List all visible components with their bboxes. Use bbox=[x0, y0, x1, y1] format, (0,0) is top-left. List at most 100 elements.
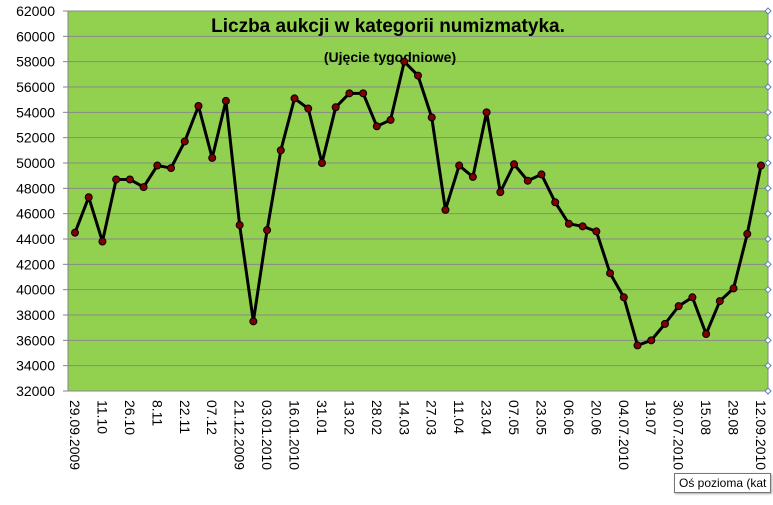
point bbox=[551, 198, 560, 207]
axis-handle bbox=[764, 57, 772, 66]
x-tick-label: 20.06 bbox=[588, 400, 604, 435]
point bbox=[372, 122, 381, 131]
point bbox=[208, 153, 217, 162]
point bbox=[263, 226, 272, 235]
axis-handle bbox=[764, 7, 772, 15]
axis-handle bbox=[764, 285, 772, 294]
y-tick-label: 48000 bbox=[16, 180, 55, 196]
x-tick-label: 06.06 bbox=[561, 400, 577, 435]
point bbox=[578, 222, 587, 231]
y-tick-label: 54000 bbox=[16, 104, 55, 120]
point bbox=[290, 94, 299, 103]
point bbox=[304, 104, 313, 113]
axis-handle bbox=[764, 209, 772, 218]
x-tick-label: 8.11 bbox=[149, 400, 165, 426]
point bbox=[715, 297, 724, 306]
point bbox=[660, 319, 669, 328]
x-tick-label: 21.12.2009 bbox=[232, 400, 248, 470]
point bbox=[276, 146, 285, 155]
point bbox=[345, 89, 354, 98]
axis-handle bbox=[764, 260, 772, 269]
chart-title: Liczba aukcji w kategorii numizmatyka. bbox=[211, 16, 565, 37]
axis-handle bbox=[764, 32, 772, 41]
x-tick-label: 03.01.2010 bbox=[259, 400, 275, 470]
x-tick-label: 14.03 bbox=[396, 400, 412, 435]
x-tick-label: 19.07 bbox=[643, 400, 659, 435]
y-tick-label: 44000 bbox=[16, 231, 55, 247]
axis-handle bbox=[764, 387, 772, 395]
point bbox=[455, 161, 464, 170]
axis-handle bbox=[764, 311, 772, 319]
point bbox=[702, 330, 711, 338]
x-tick-label: 23.04 bbox=[479, 400, 495, 435]
point bbox=[112, 175, 121, 184]
point bbox=[537, 170, 546, 179]
y-tick-label: 38000 bbox=[16, 307, 55, 323]
y-tick-label: 42000 bbox=[16, 256, 55, 272]
x-tick-label: 27.03 bbox=[424, 400, 440, 435]
y-tick-label: 50000 bbox=[16, 155, 55, 171]
x-tick-label: 04.07.2010 bbox=[616, 400, 632, 470]
x-tick-label: 12.09.2010 bbox=[753, 400, 769, 470]
axis-handle bbox=[764, 133, 772, 142]
x-tick-label: 22.11 bbox=[177, 400, 193, 434]
axis-handle bbox=[764, 159, 772, 167]
x-tick-label: 29.09.2009 bbox=[67, 400, 83, 470]
point bbox=[180, 137, 189, 146]
point bbox=[359, 89, 368, 98]
point bbox=[71, 228, 79, 237]
x-tick-label: 30.07.2010 bbox=[671, 400, 687, 470]
point bbox=[482, 108, 491, 117]
point bbox=[441, 205, 450, 214]
chart-subtitle: (Ujęcie tygodniowe) bbox=[324, 49, 456, 65]
axis-handle bbox=[764, 108, 772, 117]
point bbox=[125, 175, 134, 184]
y-tick-label: 40000 bbox=[16, 282, 55, 298]
point bbox=[606, 269, 615, 278]
plot-area bbox=[67, 10, 769, 392]
point bbox=[249, 317, 258, 326]
x-tick-label: 29.08 bbox=[726, 400, 742, 435]
y-tick-label: 46000 bbox=[16, 206, 55, 222]
x-tick-label: 07.05 bbox=[506, 400, 522, 435]
point bbox=[427, 113, 436, 122]
point bbox=[647, 336, 656, 345]
point bbox=[523, 176, 532, 185]
point bbox=[674, 302, 683, 311]
point bbox=[510, 160, 519, 169]
y-tick-label: 36000 bbox=[16, 332, 55, 348]
point bbox=[564, 219, 573, 228]
y-tick-label: 34000 bbox=[16, 358, 55, 374]
point bbox=[592, 227, 601, 236]
point bbox=[468, 172, 477, 181]
x-tick-label: 16.01.2010 bbox=[287, 400, 303, 470]
point bbox=[194, 102, 203, 110]
axis-handle bbox=[764, 336, 772, 345]
point bbox=[98, 237, 107, 246]
point bbox=[167, 164, 176, 173]
y-tick-label: 60000 bbox=[16, 28, 55, 44]
x-tick-label: 11.10 bbox=[94, 400, 110, 434]
x-tick-label: 28.02 bbox=[369, 400, 385, 435]
point bbox=[235, 221, 244, 230]
y-tick-label: 32000 bbox=[16, 383, 55, 399]
x-tick-label: 26.10 bbox=[122, 400, 138, 435]
tooltip: Oś pozioma (kat bbox=[674, 473, 772, 493]
y-tick-label: 58000 bbox=[16, 54, 55, 70]
point bbox=[331, 103, 340, 112]
point bbox=[496, 188, 505, 197]
point bbox=[153, 161, 162, 170]
point bbox=[688, 293, 697, 302]
x-tick-label: 07.12 bbox=[204, 400, 220, 435]
point bbox=[414, 71, 422, 80]
axis-handle bbox=[764, 83, 772, 91]
point bbox=[729, 284, 738, 293]
point bbox=[139, 183, 148, 192]
y-tick-label: 52000 bbox=[16, 130, 55, 146]
y-tick-label: 56000 bbox=[16, 79, 55, 95]
point bbox=[317, 159, 326, 167]
point bbox=[757, 161, 765, 170]
x-tick-label: 15.08 bbox=[698, 400, 714, 435]
